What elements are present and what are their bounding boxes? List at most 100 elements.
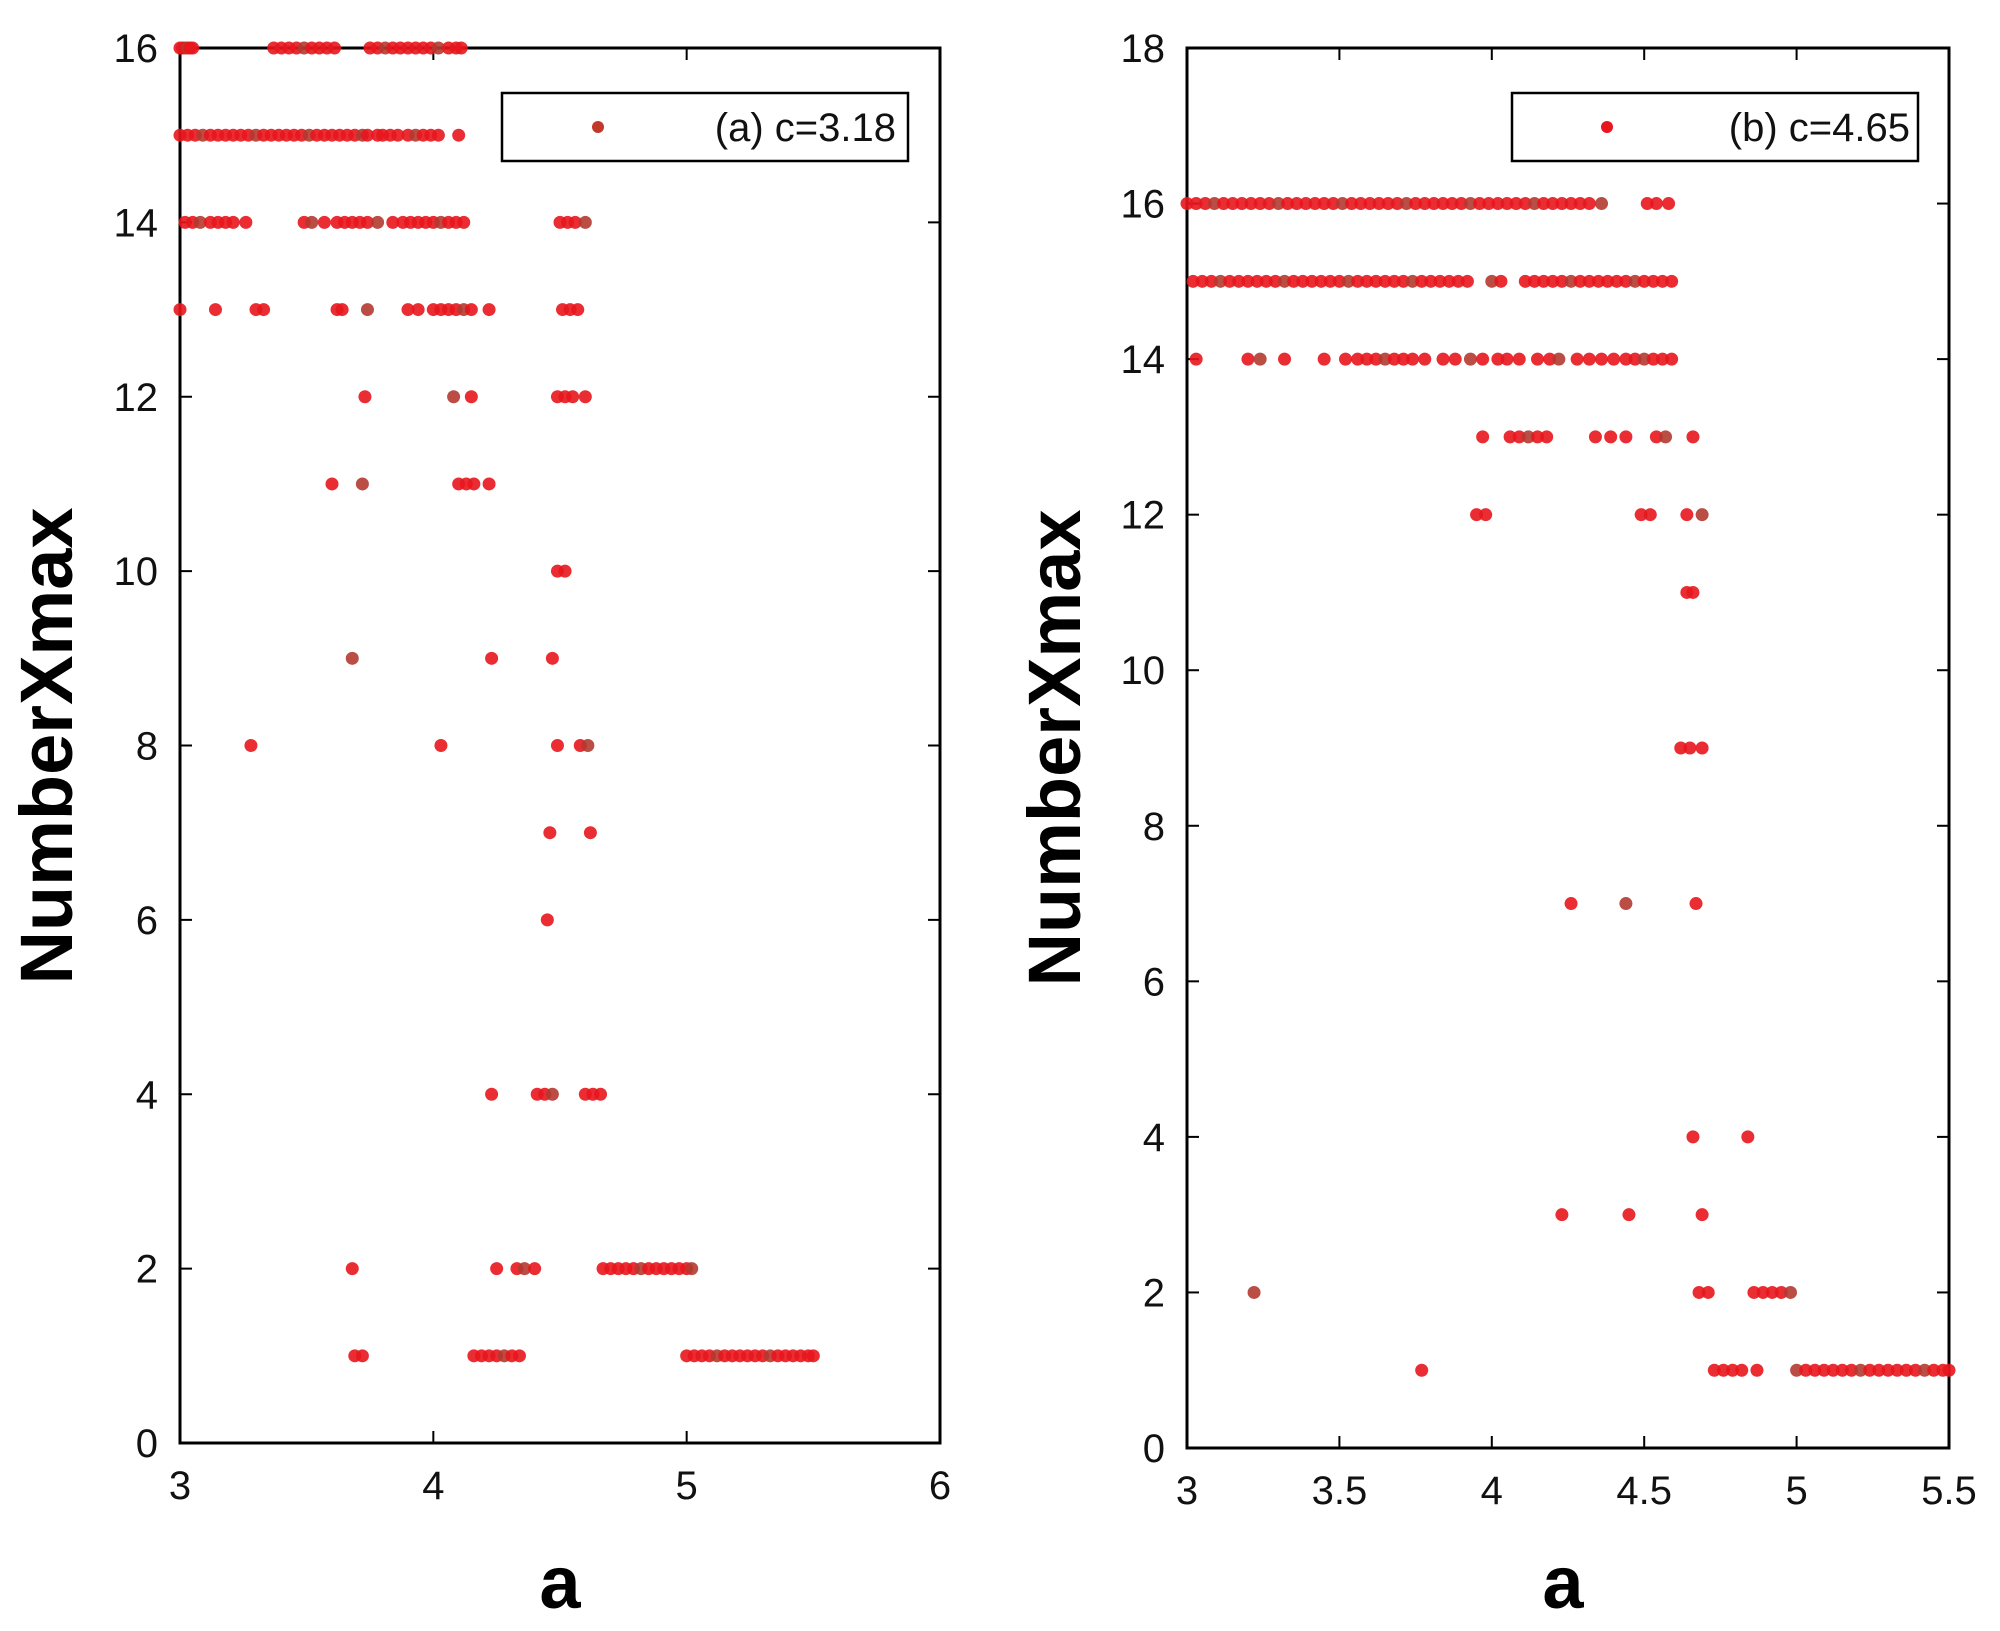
panel-b-data-point [1436, 352, 1450, 366]
panel-b-data-point [1582, 352, 1596, 366]
panel-b-data-point [1637, 352, 1651, 366]
panel-b-data-point [1415, 274, 1429, 288]
panel-b-legend-marker [1601, 121, 1613, 133]
panel-b-data-point [1479, 508, 1493, 522]
panel-b-data-point [1308, 197, 1322, 211]
panel-b-data-point [1689, 897, 1703, 911]
panel-a-x-tick-label: 5 [676, 1464, 698, 1508]
panel-b-x-axis-title: a [1542, 1541, 1584, 1624]
panel-b-data-point [1451, 274, 1465, 288]
panel-a-data-point [464, 303, 478, 317]
panel-a-data-point [464, 390, 478, 404]
panel-a-data-point [454, 41, 468, 55]
panel-a-data-point [411, 303, 425, 317]
panel-b-data-point [1512, 352, 1526, 366]
panel-b-data-point [1686, 1130, 1700, 1144]
panel-a-data-point [208, 303, 222, 317]
panel-b-data-point [1244, 197, 1258, 211]
panel-b-data-point [1369, 352, 1383, 366]
panel-b-data-point [1396, 352, 1410, 366]
panel-b-data-point [1808, 1363, 1822, 1377]
panel-b-data-point [1890, 1363, 1904, 1377]
panel-b-data-point [1278, 352, 1292, 366]
panel-b-data-point [1601, 274, 1615, 288]
panel-b-data-point [1872, 1363, 1886, 1377]
panel-b-data-point [1290, 197, 1304, 211]
panel-b-data-point [1214, 274, 1228, 288]
panel-a-legend: (a) c=3.18 [500, 91, 910, 163]
panel-a-data-point [186, 41, 200, 55]
panel-b-data-point [1442, 274, 1456, 288]
panel-b-data-point [1646, 274, 1660, 288]
panel-b-data-point [1235, 197, 1249, 211]
panel-b-data-point [1564, 274, 1578, 288]
panel-b-data-point [1360, 274, 1374, 288]
panel-b-data-point [1695, 508, 1709, 522]
panel-a-data-point [467, 477, 481, 491]
panel-a-data-point [371, 215, 385, 229]
panel-b-data-point [1448, 352, 1462, 366]
panel-a-y-tick-label: 2 [136, 1248, 158, 1292]
panel-b-data-point [1527, 274, 1541, 288]
panel-a-data-point [355, 1349, 369, 1363]
panel-a-data-point [328, 41, 342, 55]
panel-a-data-point [545, 1087, 559, 1101]
panel-b-data-point [1470, 508, 1484, 522]
panel-b-data-point [1863, 1363, 1877, 1377]
panel-b-data-point [1591, 274, 1605, 288]
panel-a-data-point [490, 1262, 504, 1276]
panel-b-data-point [1695, 1208, 1709, 1222]
panel-b-data-point [1360, 352, 1374, 366]
panel-b-y-tick-label: 12 [1121, 494, 1166, 538]
panel-a-x-tick-label: 4 [422, 1464, 444, 1508]
panel-b-data-point [1253, 197, 1267, 211]
panel-b-data-point [1204, 274, 1218, 288]
panel-b-data-point [1799, 1363, 1813, 1377]
panel-b-y-tick-label: 16 [1121, 183, 1166, 227]
panel-b-data-point [1241, 352, 1255, 366]
panel-a-data-point [431, 41, 445, 55]
panel-a-data-point [518, 1262, 532, 1276]
panel-b-x-tick-label: 5.5 [1921, 1469, 1977, 1513]
panel-b-data-point [1826, 1363, 1840, 1377]
panel-b-data-point [1537, 274, 1551, 288]
panel-a-data-point [558, 564, 572, 578]
panel-a-ticks [179, 47, 941, 1444]
panel-b-data-point [1363, 197, 1377, 211]
panel-b-data-point [1756, 1285, 1770, 1299]
panel-a-y-tick-label: 14 [114, 201, 159, 245]
panel-a-data-point [391, 128, 405, 142]
panel-a-data-point [360, 215, 374, 229]
panel-a-legend-label: (a) c=3.18 [715, 106, 896, 150]
panel-b-data-point [1207, 197, 1221, 211]
panel-b-data-point [1564, 197, 1578, 211]
panel-b-data-point [1180, 197, 1194, 211]
panel-b-data-point [1226, 197, 1240, 211]
panel-b-data-point [1512, 430, 1526, 444]
panel-a-y-tick-label: 0 [136, 1422, 158, 1466]
panel-b-data-point [1695, 741, 1709, 755]
panel-b-data-point [1287, 274, 1301, 288]
panel-b-data-point [1604, 430, 1618, 444]
panel-b-data-point [1665, 352, 1679, 366]
panel-b-y-tick-label: 18 [1121, 27, 1166, 71]
panel-b-legend: (b) c=4.65 [1510, 91, 1920, 163]
panel-b-data-point [1317, 197, 1331, 211]
panel-b-data-point [1354, 197, 1368, 211]
panel-b-data-point [1463, 197, 1477, 211]
panel-a-data-point [482, 477, 496, 491]
panel-b-data-point [1735, 1363, 1749, 1377]
panel-a-data-point [431, 128, 445, 142]
panel-b-data-point [1643, 508, 1657, 522]
panel-a-data-point [806, 1349, 820, 1363]
panel-a-data-point [685, 1262, 699, 1276]
panel-b-data-point [1564, 897, 1578, 911]
panel-b-data-point [1247, 1285, 1261, 1299]
panel-b-data-point [1747, 1285, 1761, 1299]
panel-b-data-point [1424, 274, 1438, 288]
panel-a-data-point [335, 303, 349, 317]
panel-a-data-point [540, 913, 554, 927]
panel-b-data-point [1750, 1363, 1764, 1377]
panel-b-data-point [1582, 274, 1596, 288]
